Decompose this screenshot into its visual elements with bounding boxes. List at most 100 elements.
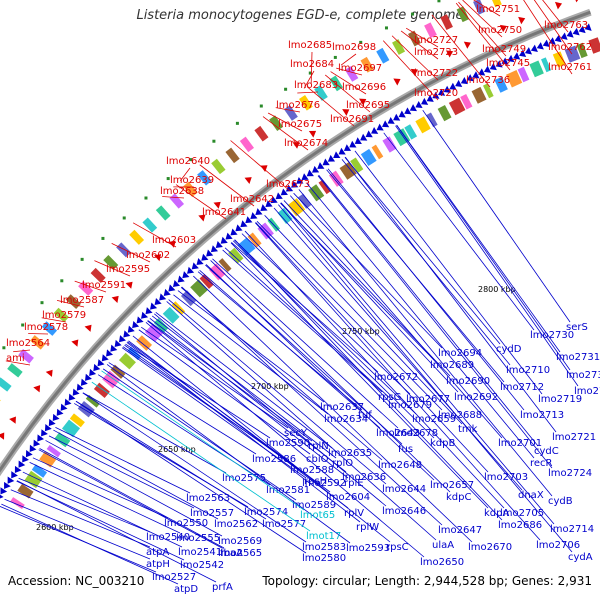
reverse-gene-label: lmot65 [300,510,335,521]
forward-strand-arrow [499,24,508,33]
marker-dot [144,196,148,200]
reverse-gene-label: lmo2690 [446,376,490,387]
marker-dot [333,55,337,59]
forward-strand-arrow [244,177,252,185]
marker-dot [2,346,6,350]
reverse-gene-leader [234,239,417,415]
reverse-gene-label: kdpC [446,492,471,503]
forward-gene-leader [179,167,191,182]
feature-block-inner [136,335,153,351]
reverse-strand-arrow [76,383,84,391]
reverse-gene-label: lmo2550 [164,518,208,529]
reverse-gene-label: lmo2648 [378,460,422,471]
reverse-gene-leader [254,222,541,541]
reverse-gene-leader [91,381,311,532]
forward-strand-arrow [153,254,162,262]
forward-gene-label: lmo2749 [482,44,526,55]
reverse-strand-arrow [56,408,64,416]
reverse-strand-arrow [220,236,228,244]
reverse-strand-arrow [455,79,463,87]
reverse-gene-leader [224,247,393,401]
forward-gene-leader [310,51,313,84]
forward-strand-arrow [518,16,526,25]
forward-gene-leader [267,112,303,132]
reverse-strand-arrow [68,393,76,401]
reverse-strand-arrow [7,476,15,484]
forward-gene-leader [262,116,309,151]
feature-block-outer [116,242,132,258]
reverse-gene-label: rpsC [386,542,409,553]
feature-block-outer [90,267,106,283]
feature-block-outer [41,321,58,336]
reverse-gene-leader [180,287,383,461]
marker-dot [166,177,170,181]
feature-block-inner [404,124,418,140]
reverse-strand-arrow [41,429,48,437]
feature-block-inner [393,128,411,147]
forward-strand-arrow [0,432,5,440]
feature-block-outer [0,399,1,402]
reverse-gene-label: lmo2644 [382,484,426,495]
forward-gene-leader [382,40,439,101]
reverse-gene-label: lmo2562 [214,519,258,530]
forward-strand-arrow [45,369,53,377]
reverse-strand-arrow [501,57,509,65]
reverse-gene-label: lmo2710 [506,365,550,376]
reverse-strand-arrow [270,196,278,204]
reverse-strand-arrow [123,330,131,338]
forward-strand-arrow [9,416,16,424]
kbp-tick-label: 2600 kbp [36,523,74,532]
reverse-gene-label: lmo2580 [302,553,346,564]
reverse-gene-label: lmo2724 [548,468,592,479]
feature-block-outer [376,47,390,64]
reverse-gene-leader [10,489,151,548]
feature-block-outer [53,307,69,323]
forward-gene-leader [230,140,291,192]
reverse-strand-arrow [376,123,384,131]
forward-gene-leader [405,27,439,48]
reverse-gene-leader [344,157,501,345]
forward-gene-leader [199,164,255,207]
forward-strand-arrow [292,142,300,149]
reverse-gene-label: lmo2659 [412,414,456,425]
reverse-gene-leader [199,270,381,429]
reverse-gene-label: lmo2527 [152,572,196,583]
feature-block-inner [218,258,232,273]
forward-strand-arrow [111,295,119,303]
reverse-strand-arrow [495,60,503,68]
feature-block-outer [129,229,145,245]
forward-gene-label: lmo2698 [332,42,376,53]
feature-block-inner [85,394,100,408]
reverse-gene-label: lmo2721 [552,432,596,443]
feature-block-inner [118,352,136,370]
reverse-gene-label: dnaX [518,490,544,501]
forward-gene-label: lmo2736 [466,75,510,86]
reverse-strand-arrow [60,403,68,411]
forward-strand-arrow [554,1,563,10]
reverse-strand-arrow [472,71,480,79]
reverse-gene-label: lmo2583 [302,542,346,553]
reverse-strand-arrow [145,307,153,315]
reverse-gene-leader [395,125,579,387]
forward-gene-leader [340,53,357,66]
reverse-strand-arrow [349,140,357,148]
feature-block-outer [473,0,486,15]
reverse-gene-label: lmo2713 [520,410,564,421]
reverse-gene-label: lmo2569 [218,536,262,547]
marker-dot [235,121,239,125]
reverse-gene-label: rplO [332,458,353,469]
forward-strand-arrow [308,130,317,138]
reverse-strand-arrow [255,208,263,216]
reverse-strand-arrow [97,359,105,367]
forward-strand-arrow [359,98,367,106]
feature-block-inner [61,419,81,438]
reverse-strand-arrow [136,316,144,324]
reverse-gene-label: cydD [496,344,522,355]
feature-block-inner [339,161,357,180]
forward-gene-leader [74,280,107,293]
reverse-strand-arrow [415,100,423,108]
reverse-gene-label: fus [398,444,413,455]
reverse-gene-label: lmo2719 [538,394,582,405]
